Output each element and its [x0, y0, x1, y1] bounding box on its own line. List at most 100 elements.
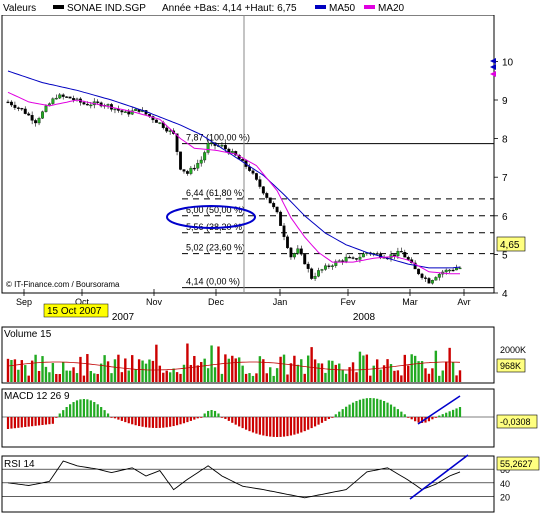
macd-bar: [196, 417, 199, 419]
volume-title: Volume 15: [4, 329, 52, 340]
macd-bar: [403, 414, 406, 417]
fib-level-label: 7,87 (100,00 %): [186, 133, 250, 143]
valeurs-label: Valeurs: [3, 3, 36, 14]
volume-bar: [24, 365, 27, 382]
marker-blue-icon: [490, 64, 496, 70]
volume-bar: [75, 373, 79, 382]
volume-bar: [175, 372, 179, 382]
volume-bar: [358, 351, 362, 382]
candle-body: [358, 256, 362, 260]
candle-body: [458, 267, 462, 270]
candle-body: [20, 107, 24, 110]
rsi-axis-label: 20: [500, 492, 510, 502]
macd-bar: [127, 417, 130, 424]
volume-bar: [227, 358, 231, 382]
volume-bar: [13, 359, 17, 382]
month-label: Avr: [457, 297, 470, 307]
candle-body: [30, 115, 34, 121]
macd-bar: [289, 417, 293, 436]
candle-body: [234, 151, 238, 156]
volume-bar: [17, 369, 20, 382]
volume-bar: [438, 375, 441, 382]
macd-bar: [272, 417, 275, 437]
candle-body: [282, 225, 286, 237]
volume-bar: [417, 361, 420, 382]
macd-bar: [324, 417, 327, 421]
macd-bar: [31, 417, 34, 427]
volume-bar: [189, 364, 193, 382]
macd-value-tag: [496, 414, 538, 429]
volume-bar: [79, 356, 82, 382]
volume-bar: [68, 370, 72, 382]
volume-bar: [44, 366, 48, 382]
volume-bar: [186, 343, 189, 382]
volume-bar: [320, 363, 324, 382]
macd-bar: [345, 406, 348, 417]
volume-bar: [193, 355, 196, 382]
volume-bar: [458, 370, 462, 382]
volume-bar: [313, 359, 317, 382]
macd-bar: [117, 417, 120, 420]
macd-bar: [438, 415, 441, 417]
price-axis-label: 10: [502, 57, 514, 68]
volume-bar: [82, 375, 86, 382]
macd-bar: [400, 411, 403, 417]
ma20-label: MA20: [378, 3, 405, 14]
candle-body: [292, 253, 296, 258]
volume-bar: [362, 355, 365, 382]
macd-bar: [124, 417, 127, 423]
volume-bar: [113, 359, 117, 382]
year-2007: 2007: [112, 312, 135, 323]
candle-body: [51, 98, 55, 104]
candle-body: [27, 113, 31, 116]
candle-body: [403, 251, 407, 258]
candle-body: [68, 96, 72, 99]
macd-value: -0,0308: [500, 417, 531, 427]
candle-body: [420, 273, 424, 278]
volume-bar: [413, 355, 417, 382]
macd-bar: [6, 417, 10, 429]
candle-body: [455, 267, 458, 271]
volume-bar: [275, 368, 279, 382]
macd-bar: [134, 417, 137, 426]
volume-bar: [165, 370, 168, 382]
candle-body: [106, 104, 110, 106]
volume-bar: [158, 365, 162, 382]
volume-bar: [351, 362, 355, 382]
volume-bar: [372, 365, 375, 382]
candle-body: [268, 197, 272, 204]
macd-bar: [351, 402, 355, 417]
macd-bar: [307, 417, 310, 430]
candle-body: [272, 202, 276, 208]
volume-bar: [20, 360, 24, 382]
volume-bar: [393, 370, 396, 382]
candle-body: [361, 253, 365, 258]
candle-body: [34, 120, 38, 124]
macd-bar: [320, 417, 324, 423]
candle-body: [175, 133, 179, 152]
volume-bar: [324, 372, 327, 382]
macd-bar: [417, 417, 420, 423]
candle-body: [399, 250, 403, 253]
volume-bar: [427, 373, 431, 382]
macd-bar: [296, 417, 299, 434]
candle-body: [424, 277, 427, 279]
candle-body: [323, 265, 327, 270]
macd-bar: [44, 417, 48, 425]
candle-body: [392, 254, 396, 257]
volume-bar: [213, 367, 217, 382]
volume-bar: [162, 372, 165, 382]
volume-bar: [420, 361, 424, 382]
candle-body: [289, 247, 293, 258]
macd-bar: [17, 417, 20, 428]
candle-body: [23, 108, 27, 114]
macd-bar: [48, 417, 51, 425]
candle-body: [306, 263, 310, 269]
volume-bar: [148, 359, 151, 382]
volume-bar: [258, 356, 262, 382]
macd-bar: [255, 417, 258, 434]
candle-body: [310, 268, 314, 279]
candle-body: [417, 268, 421, 275]
macd-bar: [231, 417, 234, 423]
